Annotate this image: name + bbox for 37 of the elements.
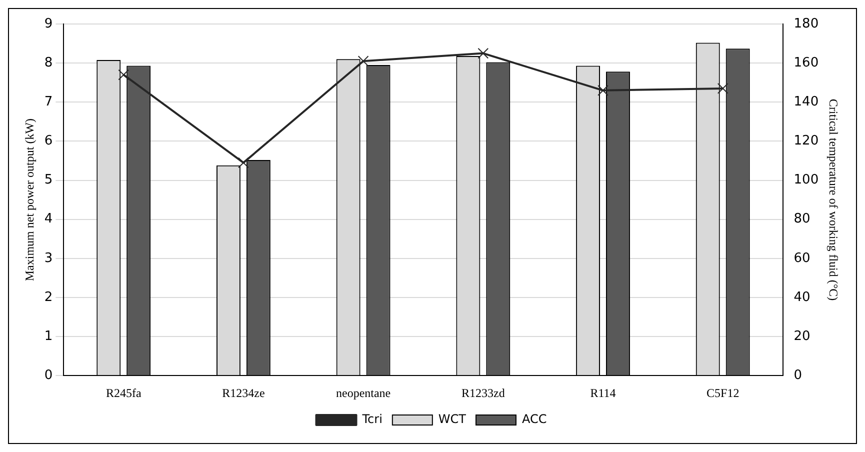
x-tick-label: R114 (590, 386, 616, 400)
y-tick-label: 1 (44, 328, 53, 344)
point (478, 48, 489, 59)
point (598, 84, 608, 96)
y-tick-label: 0 (44, 368, 53, 383)
point (118, 69, 130, 80)
y-tick-label: 7 (44, 94, 53, 110)
y2-tick-label: 140 (794, 94, 819, 110)
point (238, 157, 249, 168)
y-tick-label: 2 (44, 290, 53, 305)
y-tick-label: 5 (44, 172, 53, 188)
x-tick-label: R245fa (106, 386, 142, 400)
point (358, 56, 369, 67)
legend-label: ACC (522, 412, 547, 426)
y2-tick-label: 40 (794, 290, 810, 305)
legend-label: WCT (438, 412, 467, 426)
x-tick-label: C5F12 (706, 386, 740, 400)
y-tick-label: 6 (44, 134, 53, 149)
y2-tick-label: 180 (794, 16, 819, 32)
y-tick-label: 4 (44, 212, 53, 227)
y-axis-title: Maximum net power output (kW) (22, 118, 36, 282)
y-tick-label: 9 (44, 16, 53, 32)
y2-tick-label: 0 (794, 368, 802, 383)
y2-axis-title: Critical temperature of working fluid (°C) (826, 98, 841, 301)
y2-tick-label: 80 (794, 212, 810, 227)
y-tick-label: 8 (44, 55, 53, 70)
point (717, 83, 728, 94)
y2-tick-label: 20 (794, 328, 810, 344)
x-tick-label: R1234ze (222, 386, 265, 400)
legend-label: Tcri (361, 412, 382, 426)
y2-tick-label: 120 (794, 134, 819, 149)
y-tick-label: 3 (44, 250, 53, 266)
x-tick-label: R1233zd (461, 386, 505, 400)
x-tick-label: neopentane (336, 386, 391, 400)
y2-tick-label: 60 (794, 250, 810, 266)
y2-tick-label: 100 (794, 172, 819, 188)
y2-tick-label: 160 (794, 55, 819, 70)
